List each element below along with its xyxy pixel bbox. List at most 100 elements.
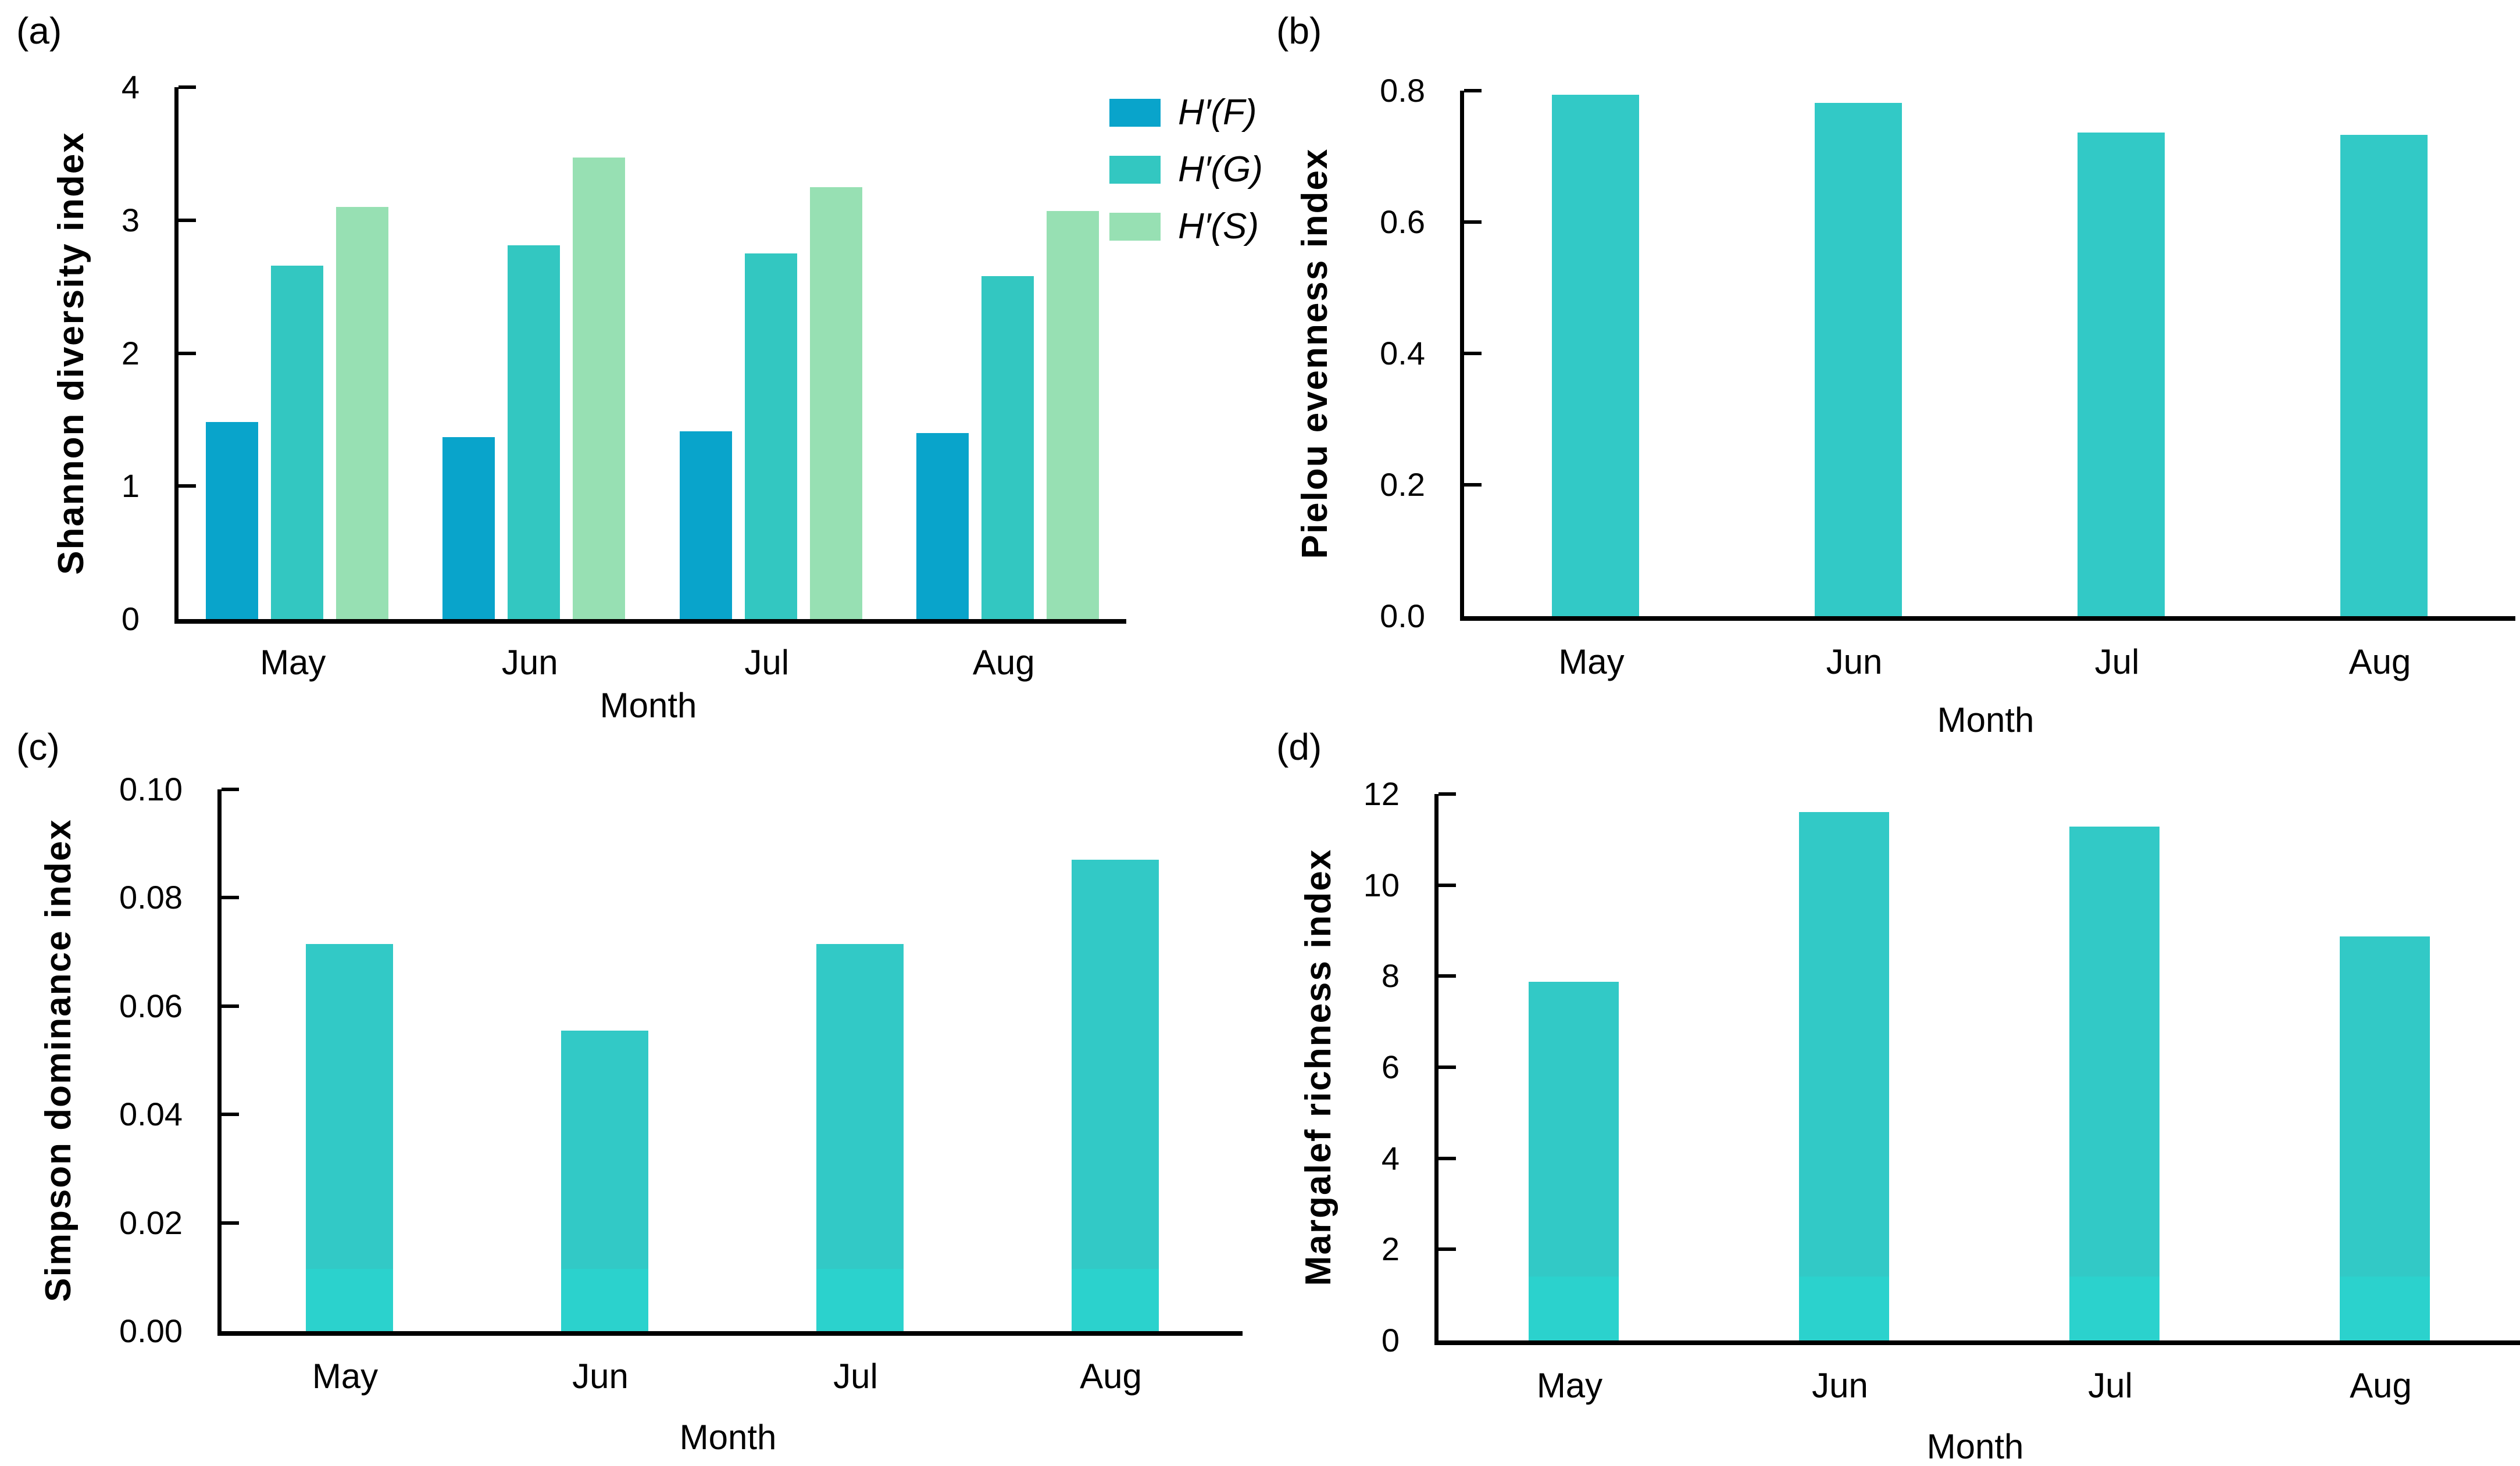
- y-tick-label: 2: [121, 334, 140, 371]
- y-tick-label: 0.2: [1380, 466, 1425, 503]
- bar-may-series-0: [205, 422, 258, 619]
- y-tick-label: 0.6: [1380, 203, 1425, 240]
- x-tick-label-jul: Jul: [833, 1357, 878, 1396]
- bar-jun: [1815, 103, 1902, 616]
- legend-item-2: H′(S): [1109, 206, 1263, 246]
- x-tick-label-jun: Jun: [501, 643, 558, 682]
- legend-label: H′(S): [1178, 206, 1259, 246]
- bar-aug: [2340, 936, 2430, 1340]
- legend-label: H′(G): [1178, 149, 1263, 189]
- x-axis-title: Month: [1937, 700, 2034, 739]
- x-tick-label-jul: Jul: [744, 643, 790, 682]
- y-tick-mark: [222, 788, 239, 791]
- y-tick-label: 8: [1381, 957, 1400, 995]
- panel-letter: (d): [1276, 726, 1322, 768]
- bar-jun-series-0: [442, 437, 495, 619]
- y-tick-mark: [1464, 352, 1482, 355]
- y-tick-label: 0.08: [119, 879, 183, 916]
- y-tick-mark: [1439, 792, 1456, 796]
- legend-label: H′(F): [1178, 92, 1257, 133]
- legend-swatch-icon: [1109, 213, 1161, 241]
- y-tick-label: 0.8: [1380, 72, 1425, 109]
- x-tick-label-aug: Aug: [1080, 1357, 1142, 1396]
- x-axis-title: Month: [679, 1418, 777, 1457]
- panel-letter: (c): [16, 726, 60, 768]
- bar-aug-series-2: [1047, 211, 1100, 619]
- y-tick-mark: [179, 351, 196, 355]
- y-tick-mark: [1464, 483, 1482, 487]
- bar-jul-series-1: [744, 253, 797, 619]
- bar-jul-series-2: [809, 187, 862, 619]
- y-tick-mark: [222, 1221, 239, 1225]
- y-tick-mark: [1439, 974, 1456, 978]
- y-tick-label: 0.0: [1380, 598, 1425, 634]
- bar-jul: [2069, 827, 2160, 1340]
- x-tick-label-jun: Jun: [572, 1357, 629, 1396]
- panel-letter: (b): [1276, 10, 1322, 52]
- y-tick-mark: [1439, 1156, 1456, 1160]
- y-tick-mark: [179, 218, 196, 222]
- x-tick-label-may: May: [312, 1357, 379, 1396]
- plot-area: [217, 788, 1243, 1336]
- y-tick-mark: [222, 1113, 239, 1117]
- y-tick-label: 4: [121, 69, 140, 105]
- legend-swatch-icon: [1109, 156, 1161, 184]
- y-tick-label: 12: [1363, 775, 1400, 812]
- y-tick-label: 0.10: [119, 771, 183, 807]
- x-tick-label-aug: Aug: [2348, 642, 2411, 681]
- plot-area: [1434, 792, 2520, 1345]
- x-tick-label-may: May: [1536, 1366, 1603, 1405]
- y-tick-mark: [1464, 89, 1482, 92]
- x-axis-title: Month: [599, 686, 697, 725]
- bar-may-series-2: [335, 207, 388, 619]
- y-tick-mark: [1439, 883, 1456, 887]
- bar-may: [1552, 95, 1639, 616]
- y-axis-title: Simpson dominance index: [38, 818, 78, 1302]
- y-tick-mark: [179, 484, 196, 488]
- y-tick-mark: [179, 85, 196, 89]
- y-tick-label: 4: [1381, 1139, 1400, 1177]
- y-tick-mark: [1464, 220, 1482, 224]
- y-tick-label: 0.02: [119, 1204, 183, 1241]
- y-tick-label: 10: [1363, 866, 1400, 903]
- panel-c: (c) Simpson dominance index Month 0.00 0.…: [0, 716, 1260, 1457]
- bar-jul: [2078, 133, 2165, 616]
- x-tick-label-aug: Aug: [2350, 1366, 2412, 1405]
- y-tick-label: 0.06: [119, 987, 183, 1024]
- x-tick-label-may: May: [1558, 642, 1625, 681]
- bar-jun-series-1: [508, 245, 561, 619]
- x-tick-label-jun: Jun: [1826, 642, 1883, 681]
- y-tick-label: 0.04: [119, 1096, 183, 1133]
- y-tick-label: 0: [1381, 1322, 1400, 1358]
- x-tick-label-jun: Jun: [1812, 1366, 1868, 1405]
- plot-area: [1460, 89, 2515, 621]
- bar-aug: [2340, 135, 2428, 616]
- y-tick-mark: [222, 896, 239, 900]
- y-tick-label: 6: [1381, 1049, 1400, 1085]
- legend-item-0: H′(F): [1109, 92, 1263, 133]
- y-tick-label: 0.4: [1380, 335, 1425, 371]
- legend-item-1: H′(G): [1109, 149, 1263, 189]
- bar-jun: [1799, 812, 1889, 1340]
- plot-area: [174, 85, 1126, 624]
- x-tick-label-aug: Aug: [972, 643, 1035, 682]
- panel-b: (b) Pielou evenness index Month 0.0 0.2 0.…: [1260, 0, 2520, 739]
- y-tick-label: 3: [121, 201, 140, 238]
- panel-letter: (a): [16, 10, 62, 52]
- bar-jun-series-2: [573, 158, 626, 619]
- x-tick-label-jul: Jul: [2094, 642, 2140, 681]
- bar-aug: [1071, 860, 1159, 1331]
- y-tick-mark: [222, 1004, 239, 1008]
- x-tick-label-jul: Jul: [2088, 1366, 2133, 1405]
- x-axis-title: Month: [1926, 1427, 2024, 1466]
- bar-jun: [561, 1031, 648, 1331]
- bar-may-series-1: [270, 266, 323, 619]
- y-tick-label: 2: [1381, 1231, 1400, 1268]
- y-tick-label: 0: [121, 600, 140, 637]
- y-tick-label: 1: [121, 467, 140, 505]
- legend-swatch-icon: [1109, 99, 1161, 127]
- bar-jul-series-0: [679, 431, 732, 619]
